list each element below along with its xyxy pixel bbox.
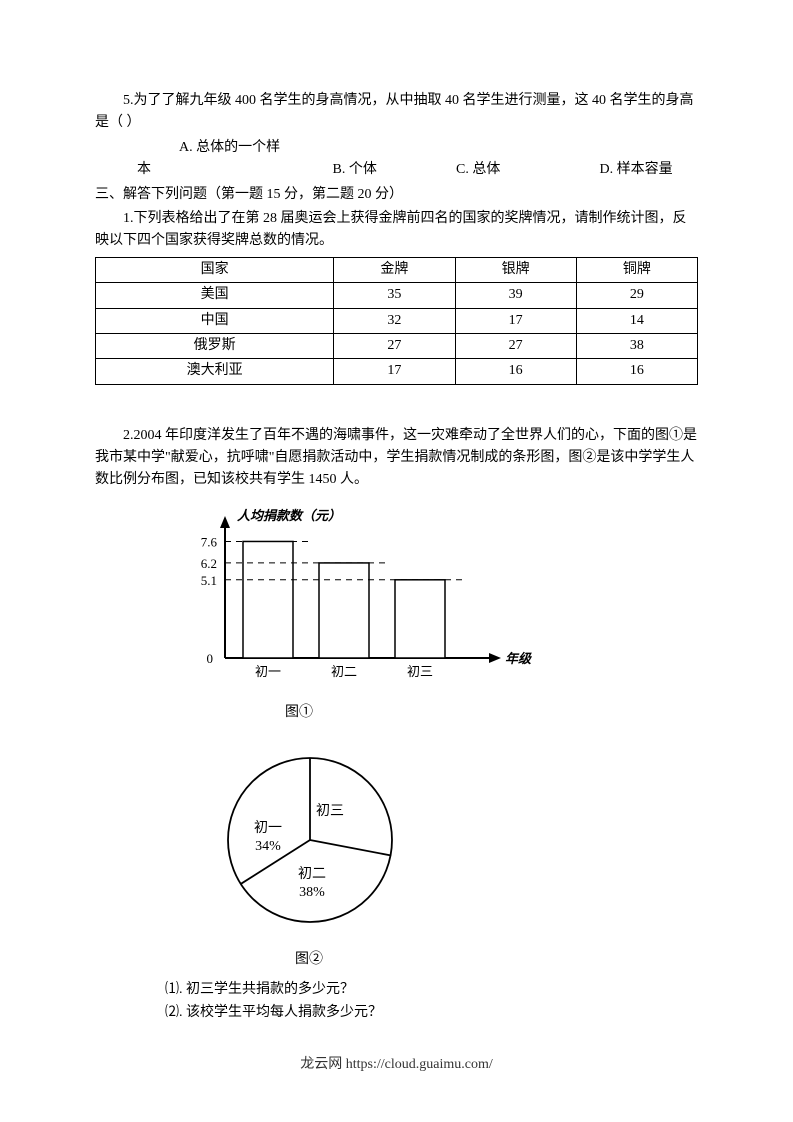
table-cell: 38 bbox=[576, 333, 697, 358]
bar-chart-caption: 图① bbox=[285, 702, 698, 724]
page-footer: 龙云网 https://cloud.guaimu.com/ bbox=[0, 1054, 793, 1076]
table-cell: 27 bbox=[455, 333, 576, 358]
svg-text:初一: 初一 bbox=[254, 819, 282, 836]
option-d: D. 样本容量 bbox=[558, 159, 673, 181]
table-cell: 俄罗斯 bbox=[96, 333, 334, 358]
svg-text:初三: 初三 bbox=[407, 664, 433, 679]
question-2-text: 2.2004 年印度洋发生了百年不遇的海啸事件，这一灾难牵动了全世界人们的心，下… bbox=[95, 425, 698, 492]
question-1-text: 1.下列表格给出了在第 28 届奥运会上获得金牌前四名的国家的奖牌情况，请制作统… bbox=[95, 208, 698, 253]
table-header-cell: 银牌 bbox=[455, 257, 576, 282]
table-cell: 32 bbox=[334, 308, 455, 333]
svg-text:初二: 初二 bbox=[331, 664, 357, 679]
option-b: B. 个体 bbox=[291, 159, 411, 181]
medal-table: 国家 金牌 银牌 铜牌 美国 35 39 29 中国 32 17 14 俄罗斯 … bbox=[95, 257, 698, 385]
svg-text:年级: 年级 bbox=[505, 651, 532, 666]
table-cell: 中国 bbox=[96, 308, 334, 333]
table-cell: 16 bbox=[576, 359, 697, 384]
question-5-text: 5.为了了解九年级 400 名学生的身高情况，从中抽取 40 名学生进行测量，这… bbox=[95, 90, 698, 135]
table-row: 俄罗斯 27 27 38 bbox=[96, 333, 698, 358]
table-row: 美国 35 39 29 bbox=[96, 283, 698, 308]
svg-text:初三: 初三 bbox=[316, 802, 344, 819]
table-cell: 27 bbox=[334, 333, 455, 358]
table-cell: 39 bbox=[455, 283, 576, 308]
svg-text:38%: 38% bbox=[299, 885, 325, 900]
pie-chart-caption: 图② bbox=[295, 949, 698, 971]
table-cell: 17 bbox=[455, 308, 576, 333]
table-cell: 澳大利亚 bbox=[96, 359, 334, 384]
pie-chart: 初三初二 38% 初一 34% bbox=[205, 745, 698, 943]
svg-text:人均捐款数（元）: 人均捐款数（元） bbox=[237, 508, 341, 523]
section-3-heading: 三、解答下列问题（第一题 15 分，第二题 20 分） bbox=[95, 184, 698, 206]
table-cell: 35 bbox=[334, 283, 455, 308]
table-cell: 美国 bbox=[96, 283, 334, 308]
table-cell: 16 bbox=[455, 359, 576, 384]
option-a: A. 总体的一个样本 bbox=[137, 137, 287, 182]
option-c: C. 总体 bbox=[414, 159, 554, 181]
pie-chart-svg: 初三初二 38% 初一 34% bbox=[205, 745, 415, 935]
question-5-options: A. 总体的一个样本 B. 个体 C. 总体 D. 样本容量 bbox=[95, 137, 698, 182]
table-row: 澳大利亚 17 16 16 bbox=[96, 359, 698, 384]
sub-question-2: ⑵. 该校学生平均每人捐款多少元？ bbox=[165, 1002, 698, 1024]
table-header-cell: 铜牌 bbox=[576, 257, 697, 282]
table-row: 中国 32 17 14 bbox=[96, 308, 698, 333]
table-cell: 29 bbox=[576, 283, 697, 308]
svg-text:34%: 34% bbox=[255, 839, 281, 854]
svg-text:初一: 初一 bbox=[255, 664, 281, 679]
svg-text:初二: 初二 bbox=[298, 865, 326, 882]
bar-chart: 初一 初二 初三 0 5.1 6.2 7.6 人均捐款数（元） 年级 bbox=[175, 508, 698, 696]
svg-text:7.6: 7.6 bbox=[201, 534, 218, 549]
svg-text:0: 0 bbox=[207, 651, 214, 666]
svg-text:5.1: 5.1 bbox=[201, 573, 217, 588]
table-cell: 14 bbox=[576, 308, 697, 333]
table-header-row: 国家 金牌 银牌 铜牌 bbox=[96, 257, 698, 282]
svg-text:6.2: 6.2 bbox=[201, 556, 217, 571]
table-header-cell: 金牌 bbox=[334, 257, 455, 282]
table-cell: 17 bbox=[334, 359, 455, 384]
table-header-cell: 国家 bbox=[96, 257, 334, 282]
bar-chart-svg: 初一 初二 初三 0 5.1 6.2 7.6 人均捐款数（元） 年级 bbox=[175, 508, 555, 688]
sub-question-1: ⑴. 初三学生共捐款的多少元？ bbox=[165, 979, 698, 1001]
